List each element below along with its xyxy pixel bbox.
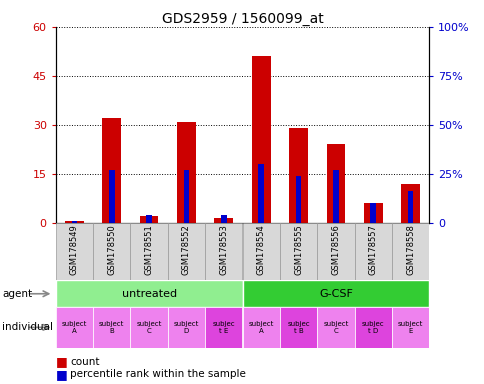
- Text: GSM178558: GSM178558: [405, 224, 414, 275]
- Bar: [214, 218, 233, 223]
- Text: GSM178549: GSM178549: [70, 224, 79, 275]
- Bar: [242, 223, 279, 280]
- Bar: [288, 128, 307, 223]
- Text: agent: agent: [2, 289, 32, 299]
- Bar: [317, 307, 354, 348]
- Text: subject
C: subject C: [136, 321, 162, 334]
- Bar: [279, 307, 317, 348]
- Text: ■: ■: [56, 368, 67, 381]
- Bar: [333, 170, 338, 223]
- Text: count: count: [70, 357, 100, 367]
- Text: subjec
t E: subjec t E: [212, 321, 235, 334]
- Bar: [317, 223, 354, 280]
- Bar: [183, 170, 189, 223]
- Text: subject
B: subject B: [99, 321, 124, 334]
- Text: GSM178552: GSM178552: [182, 224, 191, 275]
- Bar: [56, 307, 93, 348]
- Bar: [391, 223, 428, 280]
- Bar: [242, 280, 428, 307]
- Text: untreated: untreated: [121, 289, 176, 299]
- Bar: [258, 164, 263, 223]
- Bar: [65, 221, 84, 223]
- Bar: [279, 223, 317, 280]
- Bar: [167, 223, 205, 280]
- Bar: [130, 307, 167, 348]
- Text: GSM178551: GSM178551: [144, 224, 153, 275]
- Text: GSM178557: GSM178557: [368, 224, 377, 275]
- Text: subject
A: subject A: [248, 321, 273, 334]
- Bar: [354, 223, 391, 280]
- Bar: [109, 170, 114, 223]
- Bar: [354, 307, 391, 348]
- Bar: [370, 203, 375, 223]
- Bar: [205, 223, 242, 280]
- Bar: [167, 307, 205, 348]
- Title: GDS2959 / 1560099_at: GDS2959 / 1560099_at: [161, 12, 323, 26]
- Bar: [72, 221, 77, 223]
- Bar: [400, 184, 419, 223]
- Bar: [130, 223, 167, 280]
- Bar: [295, 176, 301, 223]
- Bar: [56, 280, 242, 307]
- Text: G-CSF: G-CSF: [318, 289, 352, 299]
- Text: subject
A: subject A: [61, 321, 87, 334]
- Bar: [221, 215, 226, 223]
- Text: individual: individual: [2, 322, 53, 333]
- Bar: [363, 203, 382, 223]
- Bar: [93, 223, 130, 280]
- Bar: [93, 307, 130, 348]
- Text: GSM178554: GSM178554: [256, 224, 265, 275]
- Bar: [407, 191, 412, 223]
- Bar: [139, 216, 158, 223]
- Bar: [251, 56, 270, 223]
- Text: subject
C: subject C: [322, 321, 348, 334]
- Bar: [242, 307, 279, 348]
- Text: subjec
t D: subjec t D: [361, 321, 384, 334]
- Text: ■: ■: [56, 355, 67, 368]
- Bar: [177, 121, 196, 223]
- Bar: [326, 144, 345, 223]
- Text: GSM178550: GSM178550: [107, 224, 116, 275]
- Text: subjec
t B: subjec t B: [287, 321, 309, 334]
- Bar: [205, 307, 242, 348]
- Text: percentile rank within the sample: percentile rank within the sample: [70, 369, 246, 379]
- Text: subject
D: subject D: [173, 321, 199, 334]
- Bar: [146, 215, 151, 223]
- Bar: [56, 223, 93, 280]
- Bar: [391, 307, 428, 348]
- Text: GSM178556: GSM178556: [331, 224, 340, 275]
- Text: subject
E: subject E: [397, 321, 423, 334]
- Text: GSM178555: GSM178555: [293, 224, 302, 275]
- Text: GSM178553: GSM178553: [219, 224, 228, 275]
- Bar: [102, 118, 121, 223]
